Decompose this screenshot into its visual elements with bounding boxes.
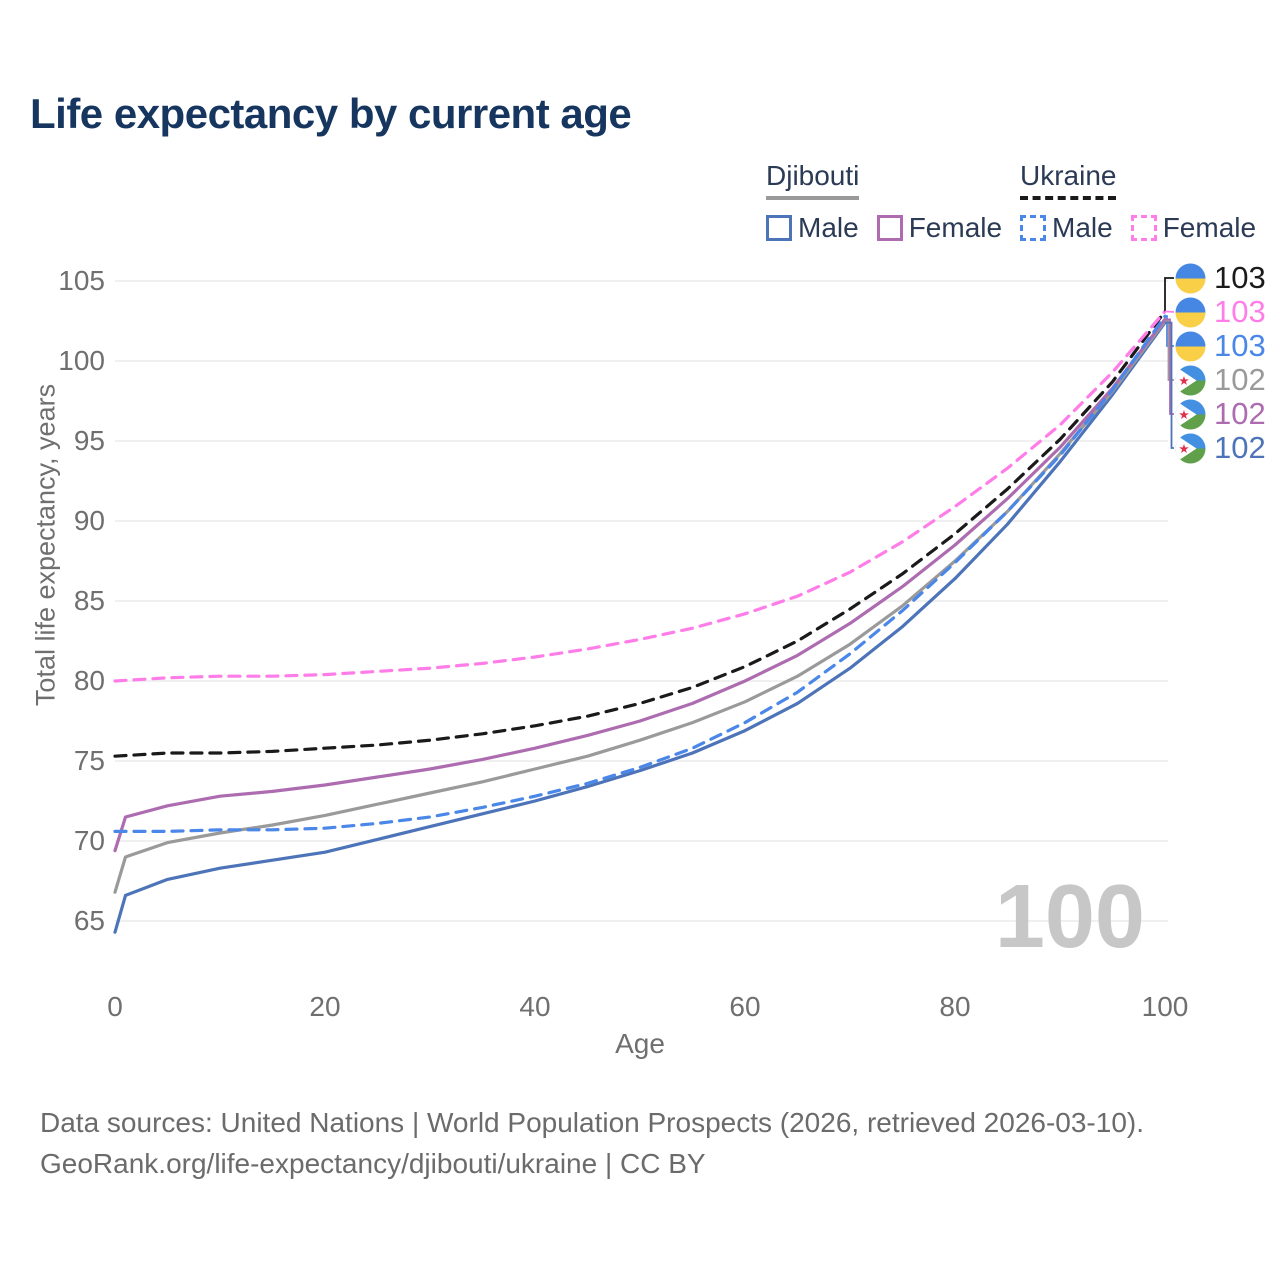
svg-text:★: ★ bbox=[1178, 373, 1189, 387]
legend-label-ukraine-female: Female bbox=[1162, 212, 1257, 243]
end-label-row-ukraine-female: 103 bbox=[1175, 296, 1266, 328]
end-label-row-djibouti-female: ★ 102 bbox=[1175, 398, 1266, 430]
end-label-connector bbox=[1165, 321, 1174, 449]
end-label-value: 102 bbox=[1214, 362, 1266, 397]
legend-label-djibouti-male: Male bbox=[798, 212, 859, 243]
legend-group-ukraine: Ukraine Male Female bbox=[1020, 160, 1256, 244]
end-label-value: 103 bbox=[1214, 260, 1266, 295]
end-label-value: 103 bbox=[1214, 294, 1266, 329]
djibouti-flag-icon: ★ bbox=[1175, 365, 1206, 395]
djibouti-female-swatch bbox=[876, 215, 903, 241]
x-tick-label-20: 20 bbox=[309, 991, 341, 1022]
end-label-value: 103 bbox=[1214, 328, 1266, 363]
footer-attribution: GeoRank.org/life-expectancy/djibouti/ukr… bbox=[40, 1148, 706, 1179]
x-tick-label-40: 40 bbox=[519, 991, 551, 1022]
series-line-ukraine-female bbox=[113, 309, 1167, 683]
y-tick-label-90: 90 bbox=[73, 505, 105, 536]
y-tick-label-100: 100 bbox=[58, 345, 105, 376]
svg-text:★: ★ bbox=[1178, 407, 1189, 421]
x-tick-label-100: 100 bbox=[1141, 991, 1189, 1022]
series-line-ukraine bbox=[113, 309, 1167, 758]
y-tick-label-70: 70 bbox=[73, 825, 105, 856]
legend-label-ukraine-male: Male bbox=[1052, 212, 1113, 243]
djibouti-flag-icon: ★ bbox=[1175, 433, 1206, 463]
legend-item-ukraine-female[interactable]: Female bbox=[1130, 212, 1257, 244]
ukraine-flag-icon bbox=[1175, 297, 1206, 327]
end-label-connector bbox=[1164, 310, 1175, 313]
series-line-djibouti bbox=[113, 319, 1167, 894]
ukraine-male-swatch bbox=[1020, 215, 1046, 241]
legend-djibouti-header[interactable]: Djibouti bbox=[766, 160, 860, 200]
footer-data-sources: Data sources: United Nations | World Pop… bbox=[40, 1107, 1145, 1138]
djibouti-flag-icon: ★ bbox=[1175, 399, 1206, 429]
end-label-value: 102 bbox=[1214, 396, 1266, 431]
end-label-connector bbox=[1164, 277, 1174, 312]
legend-item-ukraine-male[interactable]: Male bbox=[1020, 212, 1113, 244]
end-label-row-ukraine: 103 bbox=[1175, 262, 1266, 294]
page-title: Life expectancy by current age bbox=[30, 90, 632, 137]
y-tick-label-80: 80 bbox=[73, 665, 105, 696]
x-axis-title: Age bbox=[615, 1028, 665, 1059]
legend-ukraine-items: Male Female bbox=[1020, 212, 1256, 244]
footer: Data sources: United Nations | World Pop… bbox=[40, 1102, 1144, 1184]
y-tick-label-75: 75 bbox=[73, 745, 105, 776]
ukraine-female-swatch bbox=[1130, 215, 1157, 241]
series-line-ukraine-male bbox=[113, 314, 1167, 834]
x-tick-label-0: 0 bbox=[107, 991, 123, 1022]
legend-item-djibouti-male[interactable]: Male bbox=[766, 212, 859, 244]
svg-text:★: ★ bbox=[1178, 441, 1189, 455]
end-label-row-djibouti-male: ★ 102 bbox=[1175, 432, 1266, 464]
legend-label-djibouti-female: Female bbox=[908, 212, 1003, 243]
legend-item-djibouti-female[interactable]: Female bbox=[876, 212, 1003, 244]
legend-group-djibouti: Djibouti Male Female bbox=[766, 160, 1002, 244]
end-label-row-djibouti: ★ 102 bbox=[1175, 364, 1266, 396]
x-tick-label-60: 60 bbox=[729, 991, 761, 1022]
y-tick-label-105: 105 bbox=[58, 265, 105, 296]
legend-djibouti-items: Male Female bbox=[766, 212, 1002, 244]
y-tick-label-65: 65 bbox=[73, 905, 105, 936]
legend-ukraine-header[interactable]: Ukraine bbox=[1020, 160, 1117, 200]
y-tick-label-85: 85 bbox=[73, 585, 105, 616]
end-label-row-ukraine-male: 103 bbox=[1175, 330, 1266, 362]
y-tick-label-95: 95 bbox=[73, 425, 105, 456]
series-line-djibouti-female bbox=[113, 317, 1167, 853]
end-label-value: 102 bbox=[1214, 430, 1266, 465]
ukraine-flag-icon bbox=[1175, 263, 1206, 293]
age-watermark: 100 bbox=[994, 867, 1145, 967]
djibouti-male-swatch bbox=[766, 215, 792, 241]
ukraine-flag-icon bbox=[1175, 331, 1206, 361]
series-line-djibouti-male bbox=[113, 321, 1167, 934]
x-tick-label-80: 80 bbox=[939, 991, 971, 1022]
